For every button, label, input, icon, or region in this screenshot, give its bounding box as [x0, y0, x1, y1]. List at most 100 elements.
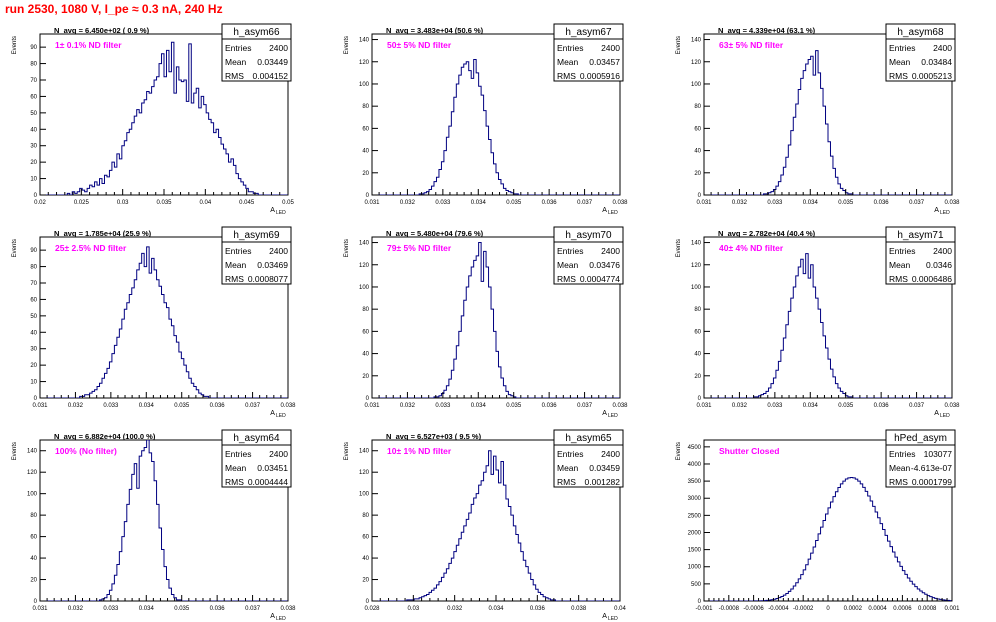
x-tick-label: 0.035: [156, 200, 172, 206]
stats-label: Mean: [557, 260, 579, 270]
x-tick-label: 0.031: [696, 200, 712, 206]
y-tick-label: 20: [694, 171, 701, 177]
y-tick-label: 0: [698, 599, 702, 605]
y-tick-label: 3000: [688, 496, 702, 502]
histogram-panel-h_asym64: 0.031 0.032 0.033 0.034 0.035 0.036 0.037 0.038…: [12, 429, 296, 622]
x-tick-label: 0.035: [838, 200, 854, 206]
x-tick-label: 0.038: [944, 200, 960, 206]
y-tick-label: 0: [34, 396, 38, 402]
filter-label: 10± 1% ND filter: [387, 446, 452, 456]
x-tick-label: 0.033: [435, 200, 451, 206]
y-tick-label: 10: [30, 380, 37, 386]
x-tick-label: 0.03: [117, 200, 129, 206]
histogram-line: [704, 253, 952, 398]
x-tick-label: 0.032: [447, 606, 463, 612]
stats-value: 0.03469: [257, 260, 288, 270]
stats-label: Mean: [225, 57, 247, 67]
x-tick-label: 0.033: [767, 200, 783, 206]
y-tick-label: 40: [362, 352, 369, 358]
plot-frame: [371, 33, 621, 196]
stats-label: RMS: [557, 477, 576, 487]
stats-value: 0.03484: [921, 57, 952, 67]
stats-label: Mean: [225, 463, 247, 473]
histogram-line: [704, 476, 952, 601]
x-tick-label: 0.0008: [918, 606, 937, 612]
x-axis-title: ALED: [270, 207, 286, 216]
x-tick-label: 0.033: [435, 403, 451, 409]
y-tick-label: 120: [359, 263, 370, 269]
y-tick-label: 140: [359, 449, 370, 455]
y-tick-label: 80: [30, 62, 37, 68]
plot-frame: [39, 439, 289, 602]
filter-label: 79± 5% ND filter: [387, 243, 452, 253]
plot-frame: [39, 236, 289, 399]
y-axis-title: Events: [344, 239, 350, 257]
y-tick-label: 40: [30, 330, 37, 336]
stats-value: 2400: [933, 43, 952, 53]
x-tick-label: 0.032: [400, 200, 416, 206]
y-tick-label: 2500: [688, 513, 702, 519]
navg-label: N_avg = 3.483e+04 (50.6 %): [386, 26, 484, 35]
x-tick-label: 0.035: [174, 403, 190, 409]
histogram-name: h_asym66: [233, 27, 280, 38]
stats-label: Mean: [889, 57, 911, 67]
histogram-panel-h_asym71: 0.031 0.032 0.033 0.034 0.035 0.036 0.037 0.038…: [676, 226, 960, 419]
stats-label: RMS: [889, 274, 908, 284]
x-tick-label: 0.034: [471, 200, 487, 206]
histogram-panel-h_asym70: 0.031 0.032 0.033 0.034 0.035 0.036 0.037 0.038…: [344, 226, 628, 419]
y-axis-title: Events: [344, 36, 350, 54]
stats-value: 2400: [269, 246, 288, 256]
x-axis-title: ALED: [602, 410, 618, 419]
y-axis-title: Events: [12, 442, 18, 460]
x-tick-label: 0.038: [280, 403, 296, 409]
stats-label: Entries: [889, 246, 915, 256]
y-tick-label: 0: [366, 599, 370, 605]
y-tick-label: 80: [362, 307, 369, 313]
histogram-name: h_asym70: [565, 230, 612, 241]
y-tick-label: 90: [30, 45, 37, 51]
x-tick-label: 0.0004: [868, 606, 887, 612]
y-tick-label: 140: [359, 241, 370, 247]
x-tick-label: 0.045: [239, 200, 255, 206]
stats-value: 2400: [269, 43, 288, 53]
stats-box: [885, 23, 956, 82]
stats-value: 0.0006486: [912, 274, 952, 284]
y-axis-title: Events: [676, 442, 682, 460]
x-axis-title: ALED: [934, 207, 950, 216]
x-tick-label: 0.035: [506, 403, 522, 409]
y-tick-label: 120: [359, 60, 370, 66]
x-tick-label: 0.035: [506, 200, 522, 206]
stats-label: RMS: [889, 477, 908, 487]
y-tick-label: 60: [30, 297, 37, 303]
y-tick-label: 140: [691, 241, 702, 247]
filter-label: 40± 4% ND filter: [719, 243, 784, 253]
y-tick-label: 1500: [688, 548, 702, 554]
y-tick-label: 60: [30, 535, 37, 541]
y-axis-title: Events: [676, 36, 682, 54]
x-tick-label: 0.036: [874, 200, 890, 206]
x-tick-label: 0.031: [696, 403, 712, 409]
x-tick-label: 0.028: [364, 606, 380, 612]
y-tick-label: 50: [30, 314, 37, 320]
stats-value: 2400: [601, 43, 620, 53]
x-tick-label: 0.036: [542, 200, 558, 206]
y-tick-label: 80: [30, 513, 37, 519]
x-tick-label: 0.032: [68, 403, 84, 409]
stats-label: Mean: [889, 260, 911, 270]
x-tick-label: 0.036: [530, 606, 546, 612]
y-tick-label: 120: [359, 470, 370, 476]
stats-value: 0.004152: [253, 71, 289, 81]
histogram-line: [40, 246, 288, 398]
filter-label: 50± 5% ND filter: [387, 40, 452, 50]
x-tick-label: 0.04: [614, 606, 626, 612]
y-tick-label: 30: [30, 347, 37, 353]
x-tick-label: 0.032: [732, 403, 748, 409]
stats-label: Entries: [225, 449, 251, 459]
stats-label: RMS: [225, 71, 244, 81]
x-tick-label: 0.02: [34, 200, 46, 206]
y-tick-label: 100: [691, 285, 702, 291]
histogram-panel-h_asym68: 0.031 0.032 0.033 0.034 0.035 0.036 0.037 0.038…: [676, 23, 960, 216]
y-axis-title: Events: [344, 442, 350, 460]
stats-label: Entries: [557, 43, 583, 53]
y-tick-label: 2000: [688, 530, 702, 536]
